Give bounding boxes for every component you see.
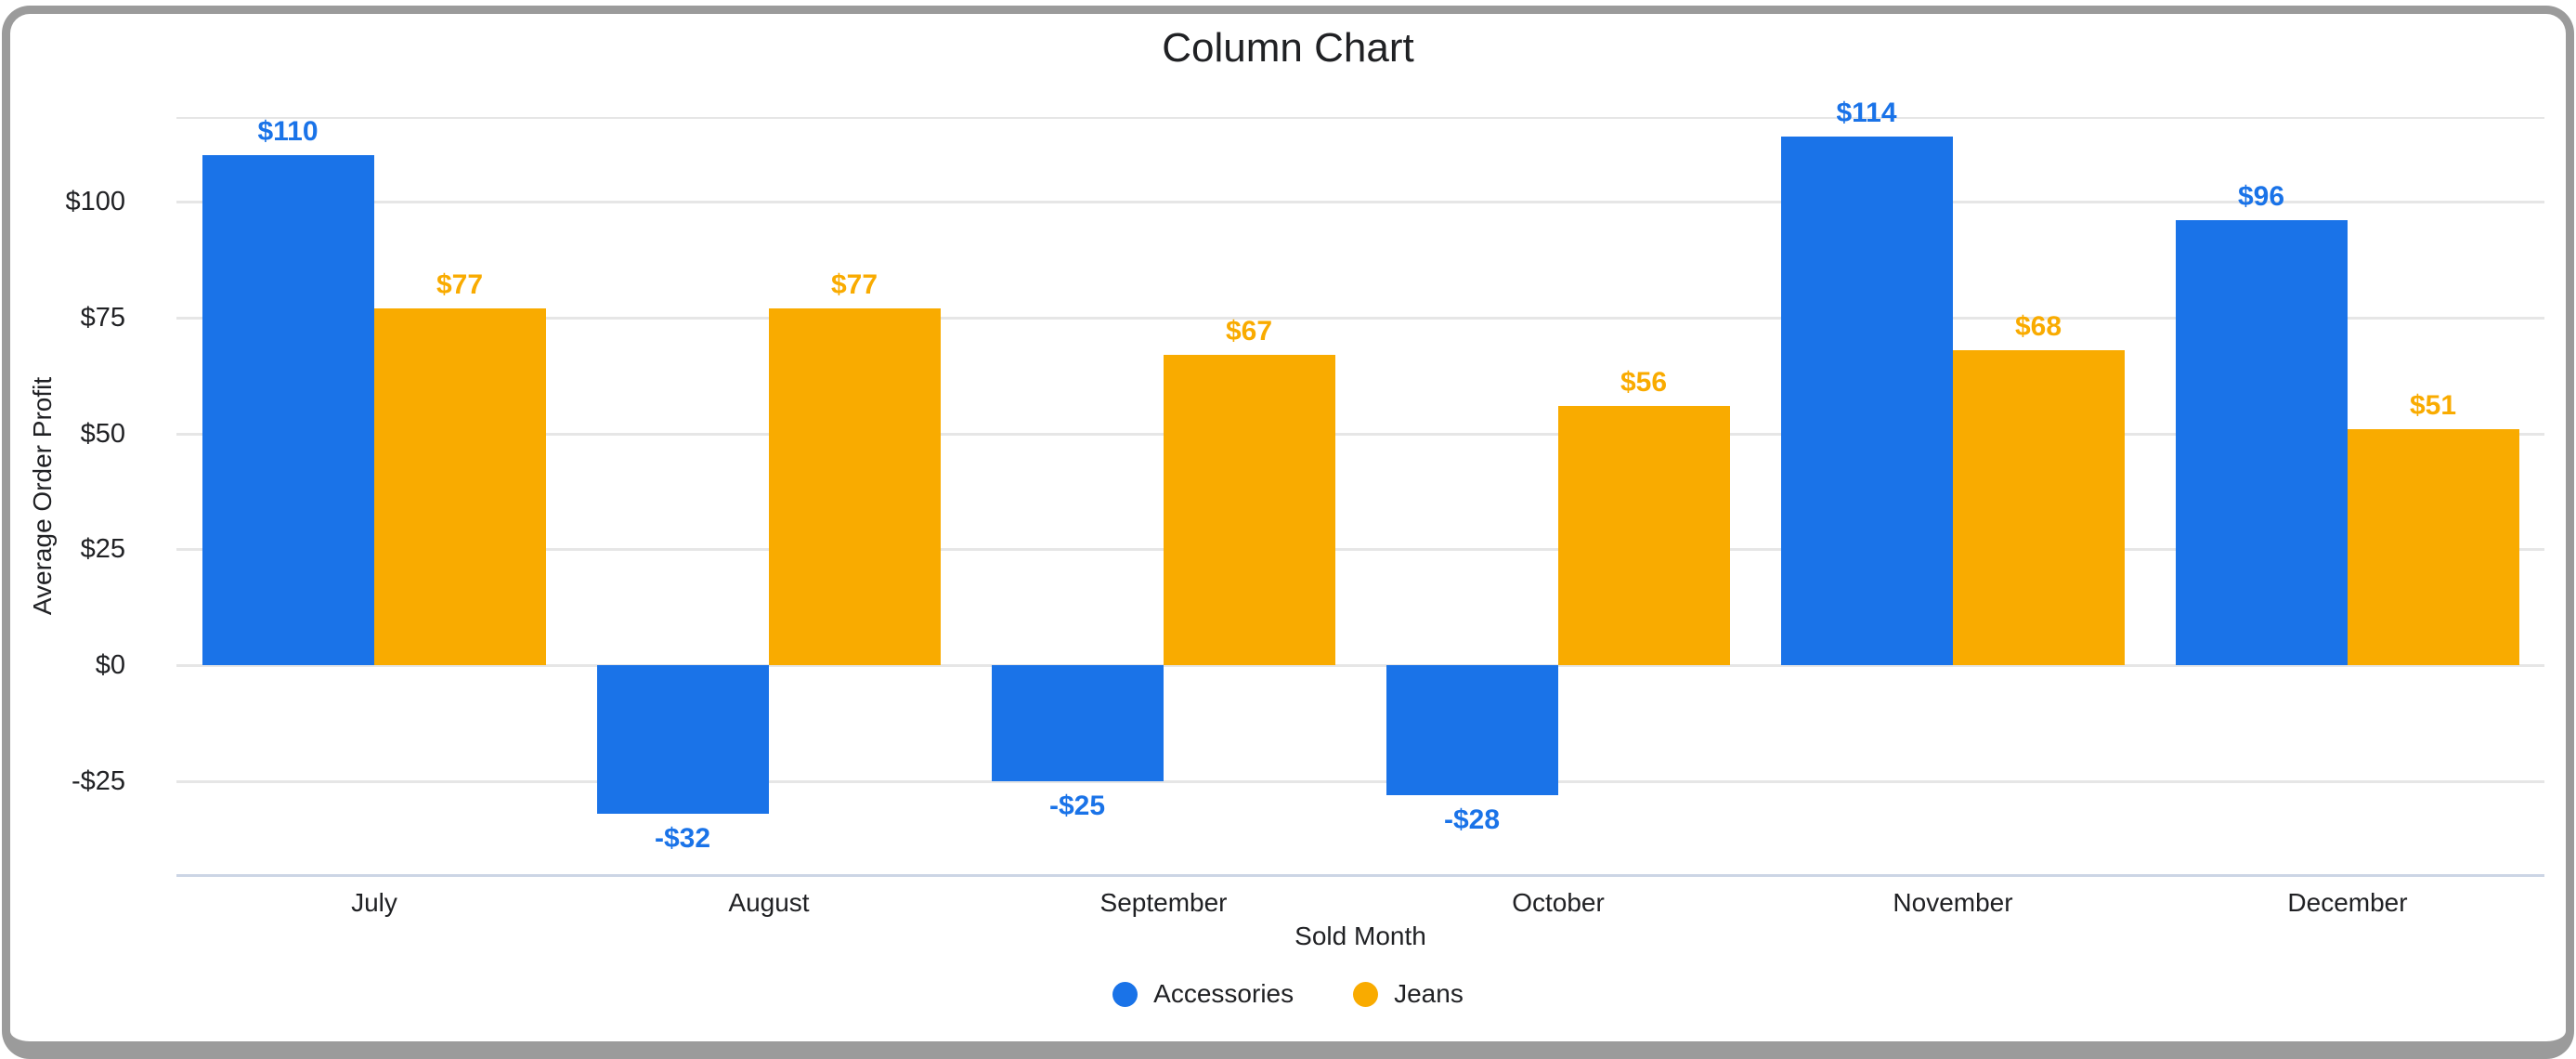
bar-value-label: $56 [1620, 367, 1668, 398]
bar-jeans-july[interactable] [373, 308, 546, 665]
legend-item-accessories[interactable]: Accessories [1112, 978, 1294, 1010]
bar-value-label: $77 [830, 269, 878, 300]
x-tick-label: July [351, 888, 397, 917]
legend-label: Jeans [1394, 979, 1464, 1008]
gridline [176, 433, 2544, 436]
bar-accessories-july[interactable] [202, 155, 374, 665]
legend-label: Accessories [1153, 979, 1295, 1008]
bar-value-label: $51 [2409, 390, 2457, 421]
bar-value-label: $77 [436, 269, 484, 300]
bar-value-label: $110 [257, 116, 319, 147]
bar-value-label: -$32 [654, 823, 711, 854]
legend-color-dot-icon [1353, 981, 1379, 1007]
bar-accessories-december[interactable] [2175, 220, 2348, 665]
legend-item-jeans[interactable]: Jeans [1353, 978, 1464, 1010]
y-tick-label: $0 [95, 650, 125, 680]
x-tick-label: August [728, 888, 810, 917]
bar-value-label: $67 [1225, 316, 1273, 346]
y-tick-label: $100 [65, 187, 125, 216]
chart-legend: Accessories Jeans [10, 974, 2566, 1014]
y-tick-label: $50 [80, 419, 125, 449]
legend-color-dot-icon [1112, 981, 1138, 1007]
bar-value-label: -$25 [1048, 791, 1106, 821]
chart-title: Column Chart [1162, 25, 1414, 71]
x-tick-label: October [1512, 888, 1605, 917]
y-tick-label: $25 [80, 534, 125, 564]
bar-accessories-august[interactable] [596, 665, 769, 814]
x-axis-title: Sold Month [1295, 922, 1426, 950]
bar-accessories-october[interactable] [1386, 665, 1558, 795]
x-axis-line [176, 874, 2544, 877]
x-tick-label: September [1099, 888, 1228, 917]
chart-window: Column Chart Average Order Profit $100 $7… [2, 6, 2574, 1059]
y-tick-label: -$25 [71, 766, 125, 796]
bar-accessories-november[interactable] [1780, 137, 1953, 665]
bar-jeans-august[interactable] [768, 308, 941, 665]
y-tick-label: $75 [80, 303, 125, 333]
bar-accessories-september[interactable] [991, 665, 1164, 781]
gridline [176, 664, 2544, 667]
bar-jeans-november[interactable] [1952, 350, 2125, 665]
gridline [176, 201, 2544, 203]
bar-value-label: $68 [2014, 311, 2062, 342]
x-tick-label: November [1893, 888, 2013, 917]
bar-value-label: -$28 [1443, 804, 1501, 835]
plot-area: $100 $75 $50 $25 $0 -$25 $110 $77 July -$32 $77 Aug… [10, 14, 2566, 1041]
gridline [176, 548, 2544, 551]
bar-value-label: $114 [1836, 98, 1897, 128]
gridline [176, 317, 2544, 320]
bar-jeans-october[interactable] [1557, 406, 1730, 665]
bar-jeans-september[interactable] [1163, 355, 1335, 665]
gridline-top [176, 117, 2544, 119]
bar-jeans-december[interactable] [2347, 429, 2519, 665]
bar-value-label: $96 [2237, 181, 2285, 212]
x-tick-label: December [2287, 888, 2408, 917]
gridline [176, 780, 2544, 783]
chart-stage: Column Chart Average Order Profit $100 $7… [10, 14, 2566, 1041]
